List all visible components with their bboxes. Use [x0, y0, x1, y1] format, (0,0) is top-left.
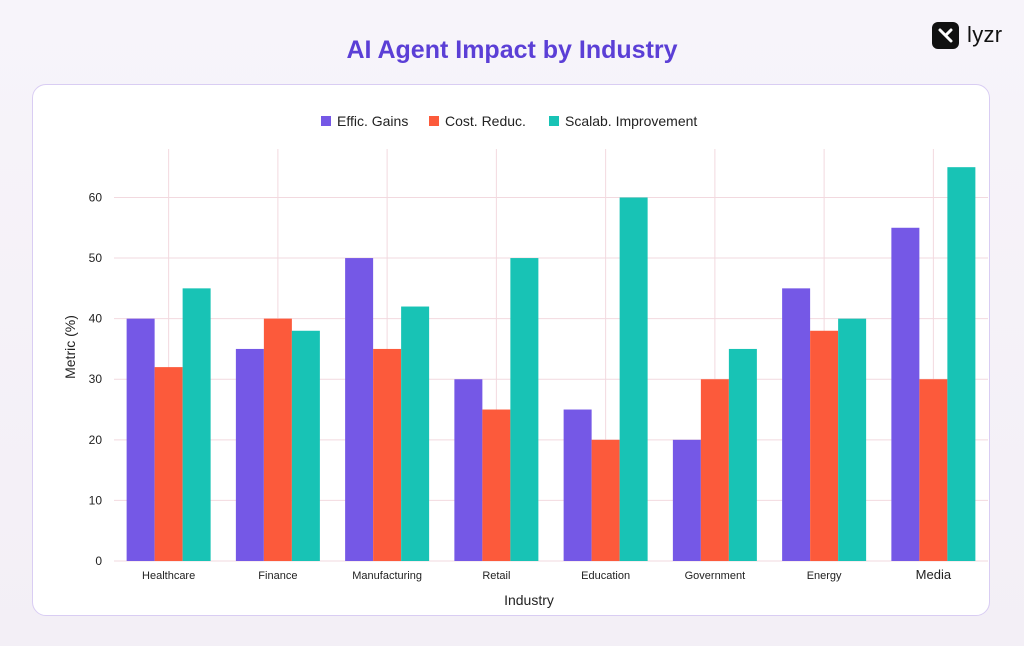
bar [891, 227, 920, 561]
bar [810, 330, 839, 561]
bar [291, 330, 320, 561]
y-tick-label: 0 [95, 554, 102, 568]
bar [454, 379, 483, 561]
legend-swatch [429, 116, 439, 126]
y-axis-label: Metric (%) [62, 315, 78, 379]
legend-entry: Effic. Gains [337, 113, 408, 129]
brand-logo: lyzr [932, 20, 1002, 50]
x-tick-label: Retail [482, 570, 510, 582]
bar [591, 439, 620, 561]
bar-chart: 0 10 20 30 40 50 60 Healthcare Finance Manufactu… [62, 113, 988, 608]
bar [510, 258, 539, 561]
brand-name: lyzr [967, 22, 1003, 47]
bar [401, 306, 430, 561]
x-tick-label: Education [581, 570, 630, 582]
y-tick-label: 60 [89, 190, 103, 204]
bar [126, 318, 155, 561]
bar [838, 318, 867, 561]
bar [672, 439, 701, 561]
bar [782, 288, 811, 561]
chart-card: 0 10 20 30 40 50 60 Healthcare Finance Manufactu… [32, 84, 990, 616]
x-tick-label: Energy [807, 570, 842, 582]
legend-swatch [321, 116, 331, 126]
bar [728, 348, 757, 561]
legend-swatch [549, 116, 559, 126]
bar [482, 409, 511, 561]
bar [182, 288, 211, 561]
y-tick-label: 40 [89, 312, 103, 326]
x-axis-label: Industry [504, 592, 554, 608]
y-tick-label: 20 [89, 433, 103, 447]
bar [619, 197, 648, 561]
legend-entry: Cost. Reduc. [445, 113, 526, 129]
y-tick-label: 10 [89, 493, 103, 507]
page-title: AI Agent Impact by Industry [346, 36, 678, 64]
bar [235, 348, 264, 561]
lyzr-logo-icon [932, 21, 959, 49]
x-tick-label: Finance [258, 570, 297, 582]
bar [563, 409, 592, 561]
bar [700, 379, 729, 561]
bar [263, 318, 292, 561]
bar [154, 367, 183, 561]
bar [919, 379, 948, 561]
x-tick-label: Media [916, 567, 952, 582]
bar [373, 348, 402, 561]
x-tick-label: Government [685, 570, 746, 582]
legend-entry: Scalab. Improvement [565, 113, 697, 129]
x-tick-label: Manufacturing [352, 570, 422, 582]
x-tick-label: Healthcare [142, 570, 195, 582]
y-tick-label: 50 [89, 251, 103, 265]
y-tick-label: 30 [89, 372, 103, 386]
bar [345, 258, 374, 561]
bar [947, 167, 976, 562]
